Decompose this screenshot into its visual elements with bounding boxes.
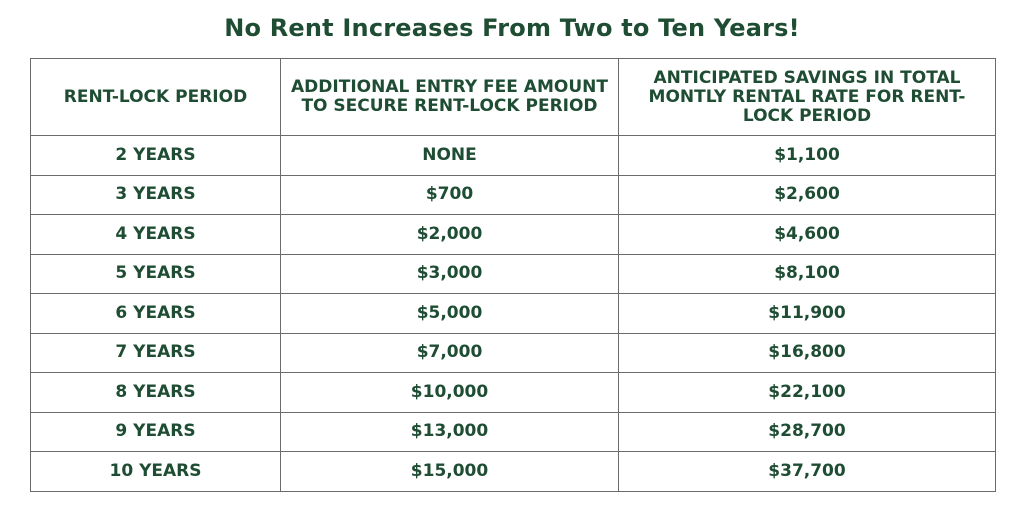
entry-fee-cell: $13,000 <box>280 411 619 452</box>
table-row: 7 YEARS $7,000 $16,800 <box>30 332 996 373</box>
entry-fee-cell: $700 <box>280 174 619 215</box>
page-title: No Rent Increases From Two to Ten Years! <box>224 14 800 42</box>
rent-lock-table: RENT-LOCK PERIOD ADDITIONAL ENTRY FEE AM… <box>30 58 996 492</box>
table-row: 9 YEARS $13,000 $28,700 <box>30 411 996 452</box>
header-rent-lock-period: RENT-LOCK PERIOD <box>30 58 281 136</box>
entry-fee-cell: $3,000 <box>280 253 619 294</box>
savings-cell: $1,100 <box>618 135 996 176</box>
header-anticipated-savings: ANTICIPATED SAVINGS IN TOTAL MONTLY RENT… <box>618 58 996 136</box>
period-cell: 8 YEARS <box>30 372 281 413</box>
savings-cell: $37,700 <box>618 451 996 492</box>
table-row: 2 YEARS NONE $1,100 <box>30 135 996 176</box>
entry-fee-cell: NONE <box>280 135 619 176</box>
table-row: 4 YEARS $2,000 $4,600 <box>30 214 996 255</box>
entry-fee-cell: $5,000 <box>280 293 619 334</box>
savings-cell: $28,700 <box>618 411 996 452</box>
period-cell: 5 YEARS <box>30 253 281 294</box>
period-cell: 7 YEARS <box>30 332 281 373</box>
period-cell: 3 YEARS <box>30 174 281 215</box>
table-row: 5 YEARS $3,000 $8,100 <box>30 253 996 294</box>
table-row: 3 YEARS $700 $2,600 <box>30 174 996 215</box>
savings-cell: $22,100 <box>618 372 996 413</box>
table-row: 10 YEARS $15,000 $37,700 <box>30 451 996 492</box>
entry-fee-cell: $2,000 <box>280 214 619 255</box>
period-cell: 10 YEARS <box>30 451 281 492</box>
entry-fee-cell: $7,000 <box>280 332 619 373</box>
table-header-row: RENT-LOCK PERIOD ADDITIONAL ENTRY FEE AM… <box>30 58 996 136</box>
entry-fee-cell: $15,000 <box>280 451 619 492</box>
savings-cell: $11,900 <box>618 293 996 334</box>
header-entry-fee: ADDITIONAL ENTRY FEE AMOUNT TO SECURE RE… <box>280 58 619 136</box>
period-cell: 2 YEARS <box>30 135 281 176</box>
period-cell: 9 YEARS <box>30 411 281 452</box>
table-row: 8 YEARS $10,000 $22,100 <box>30 372 996 413</box>
table-row: 6 YEARS $5,000 $11,900 <box>30 293 996 334</box>
savings-cell: $2,600 <box>618 174 996 215</box>
savings-cell: $16,800 <box>618 332 996 373</box>
savings-cell: $4,600 <box>618 214 996 255</box>
period-cell: 6 YEARS <box>30 293 281 334</box>
entry-fee-cell: $10,000 <box>280 372 619 413</box>
savings-cell: $8,100 <box>618 253 996 294</box>
period-cell: 4 YEARS <box>30 214 281 255</box>
